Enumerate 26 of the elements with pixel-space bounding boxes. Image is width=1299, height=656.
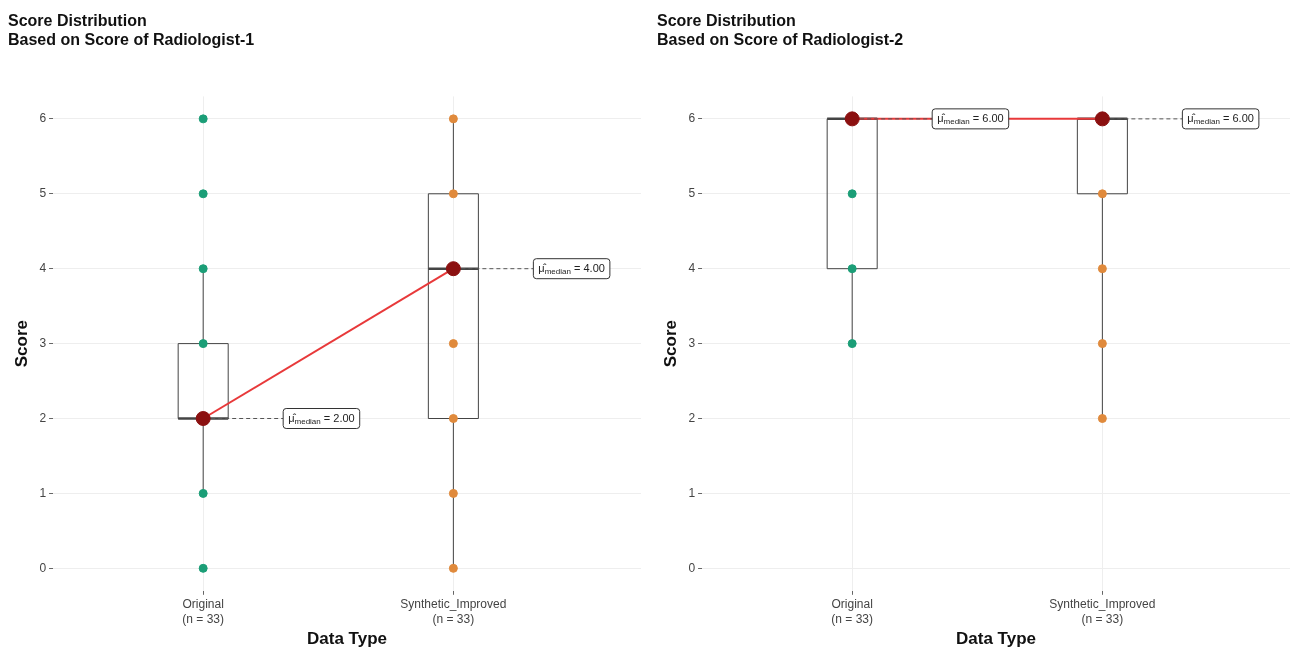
- x-tick-label: Synthetic_Improved (n = 33): [400, 597, 507, 626]
- y-tick-label: 5: [39, 186, 47, 201]
- chart-subtitle: Based on Score of Radiologist-1: [8, 31, 255, 49]
- y-tick-label: 4: [39, 261, 47, 275]
- x-axis-title: Data Type: [956, 629, 1037, 649]
- y-tick-label: 6: [39, 111, 47, 126]
- y-tick-label: 3: [39, 335, 47, 350]
- x-axis-title: Data Type: [307, 629, 388, 649]
- y-tick-label: 3: [688, 335, 696, 350]
- x-tick-label: Synthetic_Improved (n = 33): [1049, 597, 1156, 626]
- chart-title: Score Distribution: [8, 12, 147, 30]
- y-tick-label: 6: [688, 111, 696, 126]
- chart-subtitle: Based on Score of Radiologist-2: [657, 31, 904, 49]
- y-tick-label: 0: [39, 560, 47, 575]
- y-tick-label: 0: [688, 560, 696, 575]
- y-tick-label: 1: [688, 485, 696, 500]
- chart-title: Score Distribution: [657, 12, 796, 30]
- y-tick-label: 5: [688, 186, 696, 201]
- x-tick-label: Original (n = 33): [831, 597, 874, 626]
- y-axis-title: Score: [11, 319, 31, 368]
- y-axis-title: Score: [660, 319, 680, 368]
- y-tick-label: 1: [39, 485, 47, 500]
- y-tick-label: 2: [39, 410, 47, 425]
- y-tick-label: 2: [688, 410, 696, 425]
- y-tick-label: 4: [688, 261, 696, 275]
- x-tick-label: Original (n = 33): [182, 597, 225, 626]
